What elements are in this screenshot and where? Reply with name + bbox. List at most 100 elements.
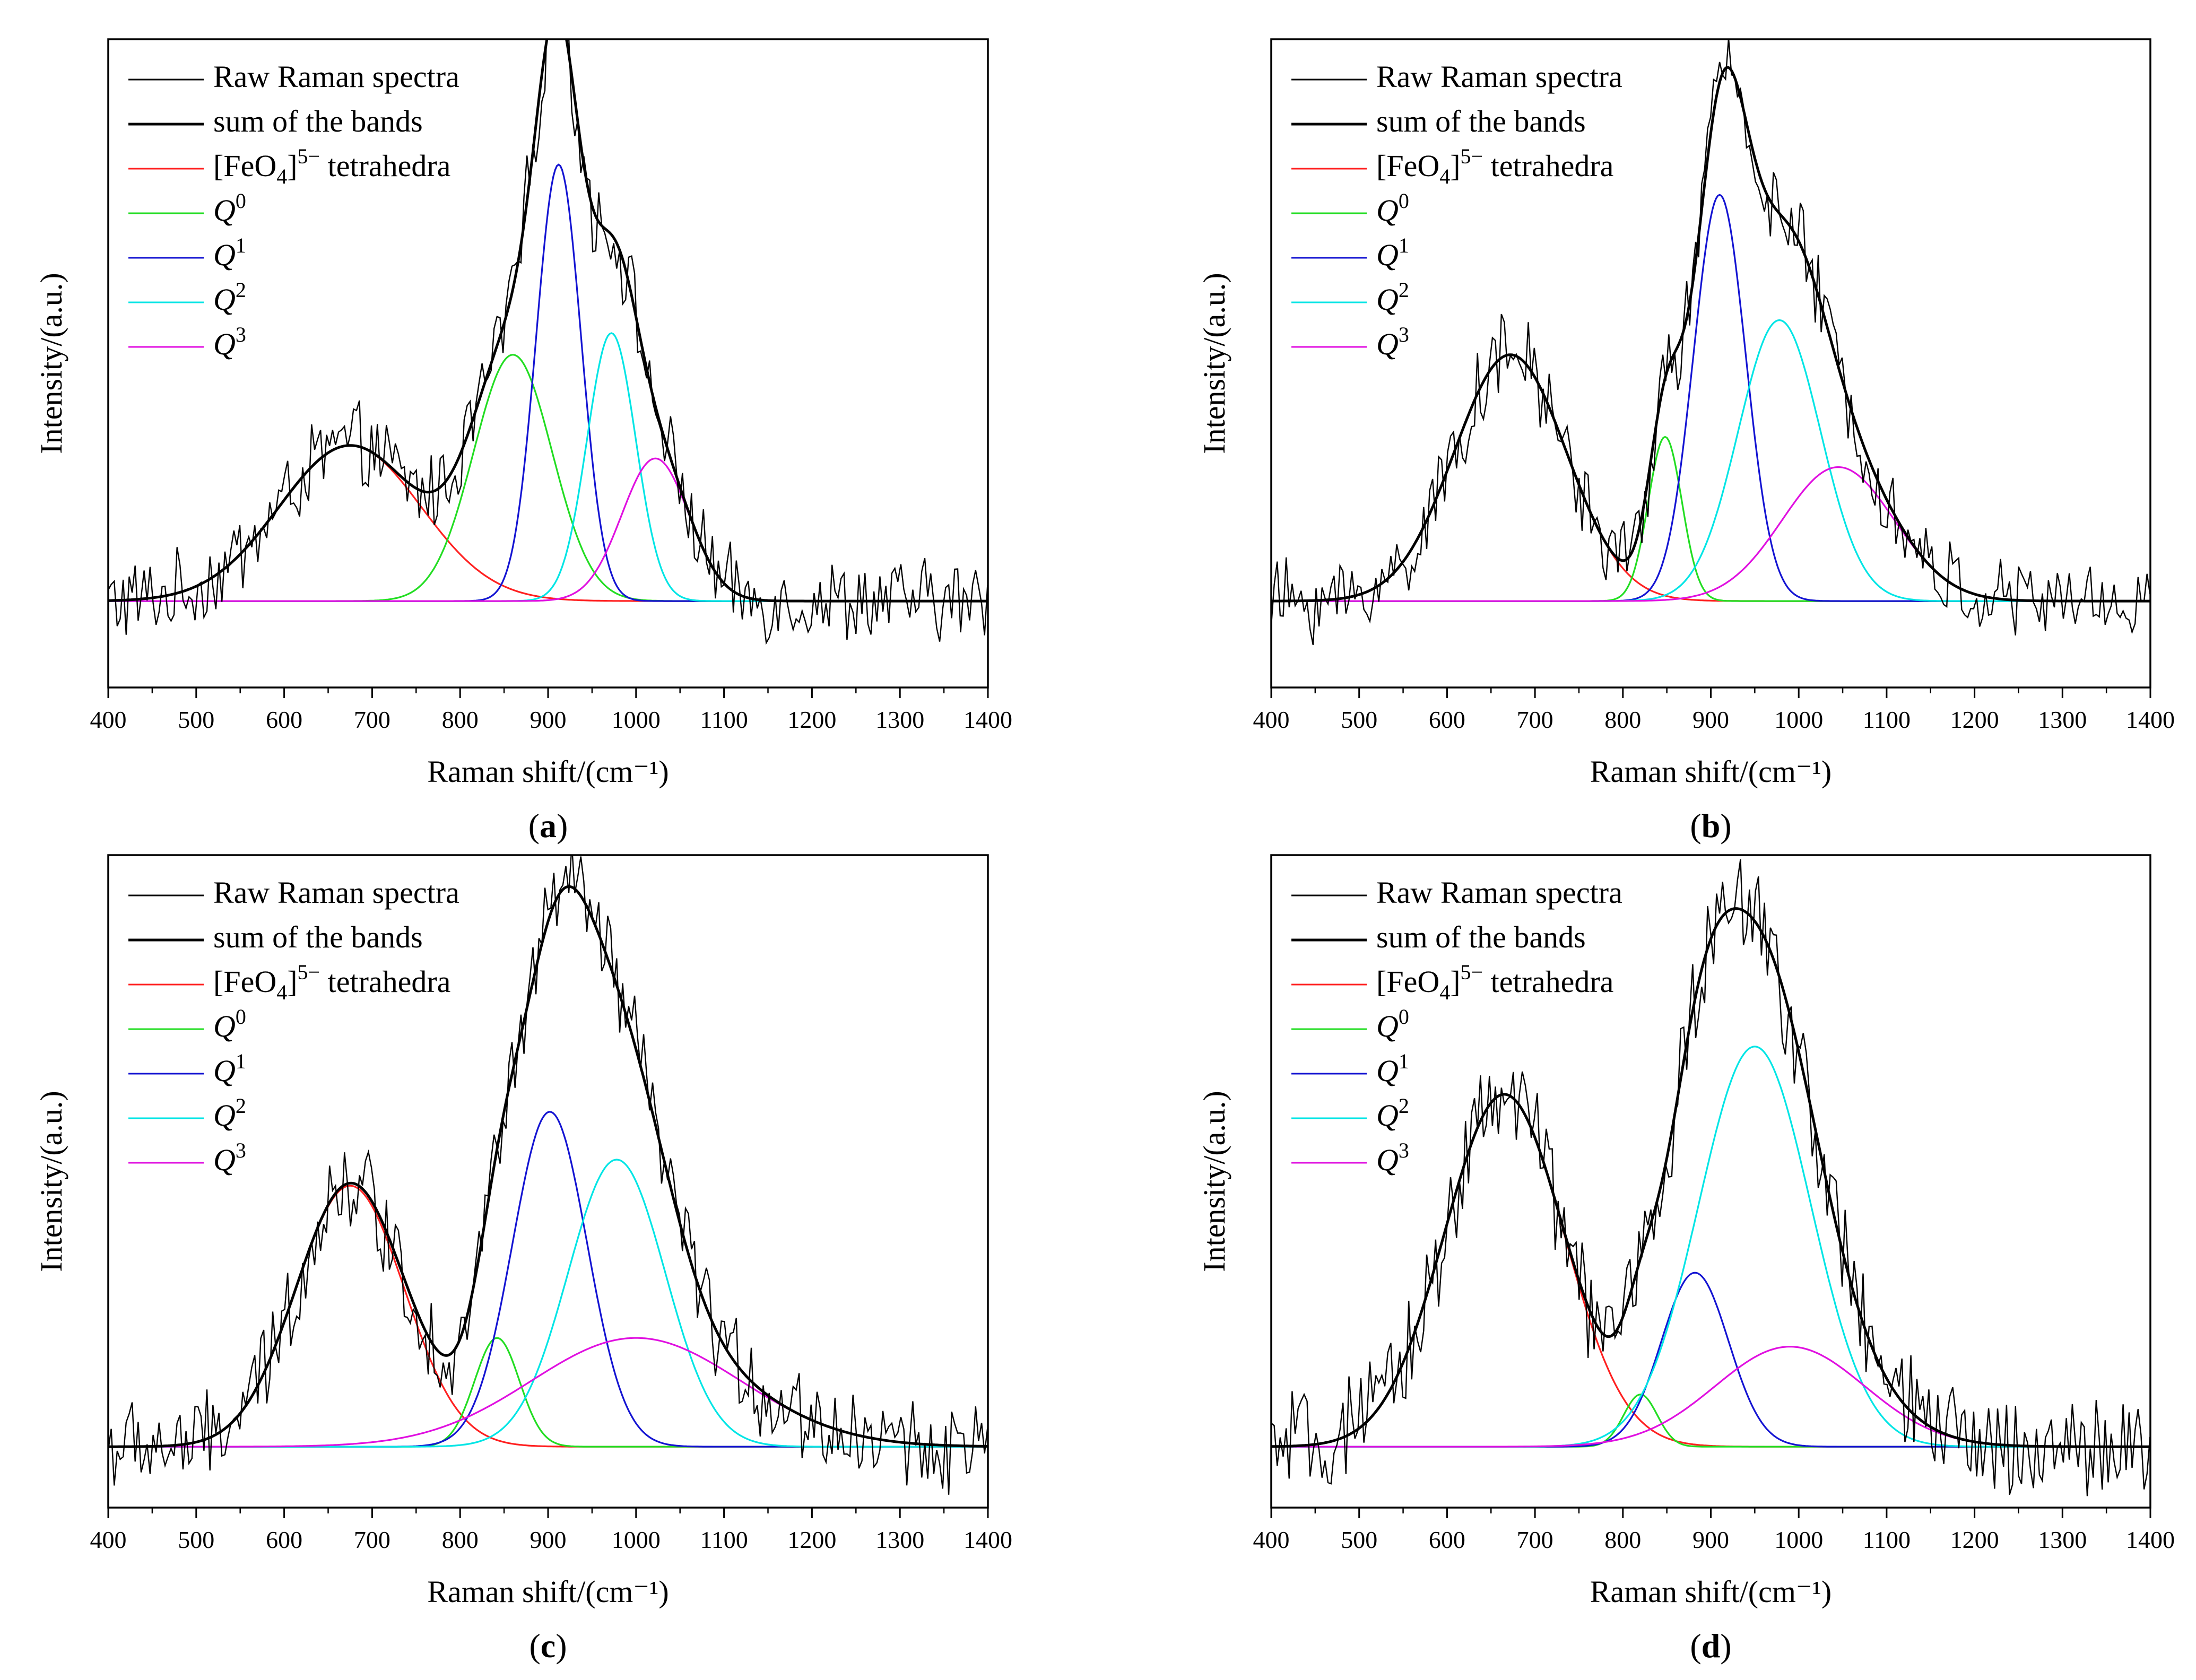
x-tick-label: 1000 xyxy=(1774,706,1823,733)
x-tick-label: 600 xyxy=(1429,706,1465,733)
x-axis-title: Raman shift/(cm⁻¹) xyxy=(427,1574,669,1609)
x-tick-label: 400 xyxy=(90,1526,127,1553)
legend-label-raw: Raw Raman spectra xyxy=(1376,59,1622,94)
x-tick-label: 900 xyxy=(530,706,567,733)
x-tick-label: 1200 xyxy=(787,1526,836,1553)
legend-label-q3: Q3 xyxy=(213,1138,246,1177)
x-tick-label: 700 xyxy=(1517,1526,1553,1553)
panel-label-open-paren: ( xyxy=(528,807,540,845)
panel-label: (d) xyxy=(1690,1627,1731,1665)
x-tick-label: 500 xyxy=(1341,1526,1377,1553)
panel-label-letter: d xyxy=(1702,1627,1721,1665)
legend-label-subscript: 4 xyxy=(276,980,287,1004)
legend-label-main: Q xyxy=(1376,282,1399,317)
legend-label-superscript: 2 xyxy=(236,278,246,302)
plot-area xyxy=(108,855,988,1495)
legend-label-q0: Q0 xyxy=(1376,189,1409,228)
x-tick-label: 500 xyxy=(178,1526,214,1553)
x-tick-label: 1200 xyxy=(787,706,836,733)
x-tick-label: 400 xyxy=(1253,706,1290,733)
legend-label-feo4: [FeO4]5− tetrahedra xyxy=(1376,960,1613,1004)
x-tick-label: 500 xyxy=(1341,706,1377,733)
x-tick-label: 800 xyxy=(1604,1526,1641,1553)
raw-spectrum-line xyxy=(108,39,988,645)
legend-label-superscript: 0 xyxy=(1399,1005,1409,1029)
legend-label-superscript: 5− xyxy=(1461,960,1483,984)
x-tick-label: 1100 xyxy=(1863,706,1911,733)
legend-label-subscript: 4 xyxy=(1439,980,1450,1004)
legend-label-sum: sum of the bands xyxy=(213,104,423,138)
legend-label-q1: Q1 xyxy=(213,1049,246,1088)
panel-b: 400 500 600 700 800 900 1000 1100 1200 1300 1400 Ra… xyxy=(1197,38,2175,845)
panel-label-close-paren: ) xyxy=(1720,1627,1731,1665)
legend-label-raw: Raw Raman spectra xyxy=(1376,875,1622,910)
legend-label-raw: Raw Raman spectra xyxy=(213,59,459,94)
legend-label-q1: Q1 xyxy=(213,233,246,272)
x-tick-label: 1400 xyxy=(2126,706,2175,733)
panel-label-open-paren: ( xyxy=(529,1627,540,1665)
plot-area xyxy=(1271,39,2150,646)
legend-label-superscript: 1 xyxy=(1399,1049,1409,1073)
legend-label-q0: Q0 xyxy=(213,1005,246,1043)
legend-label-sum: sum of the bands xyxy=(1376,104,1586,138)
x-tick-label: 500 xyxy=(178,706,214,733)
panel-c: 400 500 600 700 800 900 1000 1100 1200 1300 1400 Ra… xyxy=(34,854,1012,1665)
x-tick-label: 1100 xyxy=(700,706,748,733)
legend-label-superscript: 1 xyxy=(1399,233,1409,257)
panel-d: 400 500 600 700 800 900 1000 1100 1200 1300 1400 Ra… xyxy=(1197,854,2175,1665)
x-tick-label: 700 xyxy=(354,706,390,733)
panel-label: (c) xyxy=(529,1627,567,1665)
x-tick-label: 1300 xyxy=(875,706,924,733)
x-tick-label: 600 xyxy=(266,706,302,733)
legend-label-superscript: 0 xyxy=(1399,189,1409,213)
x-tick-label: 600 xyxy=(1429,1526,1465,1553)
x-tick-label: 900 xyxy=(530,1526,567,1553)
legend-label-subscript: 4 xyxy=(1439,164,1450,188)
legend-label-q1: Q1 xyxy=(1376,1049,1409,1088)
raw-spectrum-line xyxy=(1271,39,2150,646)
legend-label-feo4: [FeO4]5− tetrahedra xyxy=(213,144,450,188)
x-tick-label: 700 xyxy=(1517,706,1553,733)
panel-label-letter: b xyxy=(1702,807,1721,845)
legend-label-sum: sum of the bands xyxy=(1376,920,1586,954)
legend-label-main: sum of the bands xyxy=(213,104,423,138)
x-tick-label: 1000 xyxy=(612,1526,661,1553)
legend-label-main: Q xyxy=(1376,238,1399,272)
legend-label-main: [FeO xyxy=(213,149,276,183)
legend-label-bracket: ] xyxy=(287,964,297,999)
legend-label-main: [FeO xyxy=(213,964,276,999)
legend-label-main: Raw Raman spectra xyxy=(1376,59,1622,94)
legend: Raw Raman spectra sum of the bands [FeO4]5… xyxy=(1291,59,1622,361)
sum-of-bands-line xyxy=(1271,907,2150,1448)
legend-label-main: Q xyxy=(1376,1054,1399,1088)
x-tick-label: 1000 xyxy=(612,706,661,733)
legend-label-superscript: 1 xyxy=(236,1049,246,1073)
x-tick-label: 700 xyxy=(354,1526,390,1553)
x-axis-title: Raman shift/(cm⁻¹) xyxy=(427,754,669,789)
panel-a: 400 500 600 700 800 900 1000 1100 1200 1300 1400 Ra… xyxy=(34,38,1012,845)
legend-label-superscript: 5− xyxy=(1461,144,1483,168)
legend-label-main: Q xyxy=(213,238,236,272)
legend-label-main: Q xyxy=(1376,327,1399,361)
legend-label-raw: Raw Raman spectra xyxy=(213,875,459,910)
legend-label-main: Q xyxy=(213,1009,236,1043)
legend-label-superscript: 2 xyxy=(1399,1094,1409,1118)
legend-label-main: Q xyxy=(213,282,236,317)
legend-label-tail: tetrahedra xyxy=(320,964,450,999)
legend-label-superscript: 0 xyxy=(236,1005,246,1029)
legend-label-superscript: 2 xyxy=(1399,278,1409,302)
legend-label-q2: Q2 xyxy=(213,278,246,317)
raw-spectrum-line xyxy=(108,855,988,1495)
legend-label-superscript: 1 xyxy=(236,233,246,257)
legend-label-bracket: ] xyxy=(287,149,297,183)
panel-label-close-paren: ) xyxy=(1720,807,1731,845)
legend-label-q3: Q3 xyxy=(213,323,246,361)
legend-label-main: Raw Raman spectra xyxy=(213,59,459,94)
panel-label-open-paren: ( xyxy=(1690,1627,1701,1665)
legend-label-feo4: [FeO4]5− tetrahedra xyxy=(1376,144,1613,188)
legend-label-tail: tetrahedra xyxy=(1483,964,1613,999)
x-axis-title: Raman shift/(cm⁻¹) xyxy=(1590,1574,1832,1609)
legend-label-main: sum of the bands xyxy=(1376,920,1586,954)
